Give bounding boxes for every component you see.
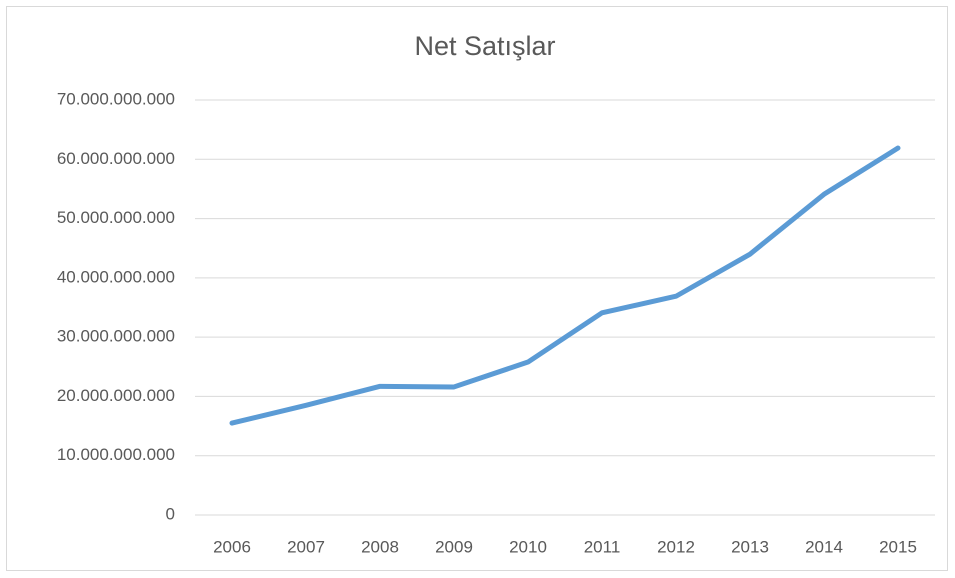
y-tick-label: 30.000.000.000 [57,327,175,346]
y-tick-label: 20.000.000.000 [57,386,175,405]
x-tick-label: 2015 [879,537,917,556]
x-tick-label: 2011 [584,537,621,556]
x-tick-label: 2012 [657,537,695,556]
chart-title: Net Satışlar [414,31,555,61]
x-tick-label: 2010 [509,537,547,556]
y-tick-label: 70.000.000.000 [57,89,175,108]
x-tick-label: 2013 [731,537,769,556]
y-tick-label: 0 [166,504,175,523]
y-tick-label: 60.000.000.000 [57,149,175,168]
y-tick-label: 10.000.000.000 [57,445,175,464]
y-tick-label: 40.000.000.000 [57,267,175,286]
x-tick-label: 2008 [361,537,399,556]
data-line [229,145,901,426]
x-tick-label: 2006 [213,537,251,556]
x-tick-label: 2009 [435,537,473,556]
y-tick-label: 50.000.000.000 [57,208,175,227]
x-tick-label: 2007 [287,537,325,556]
x-tick-label: 2014 [805,537,843,556]
